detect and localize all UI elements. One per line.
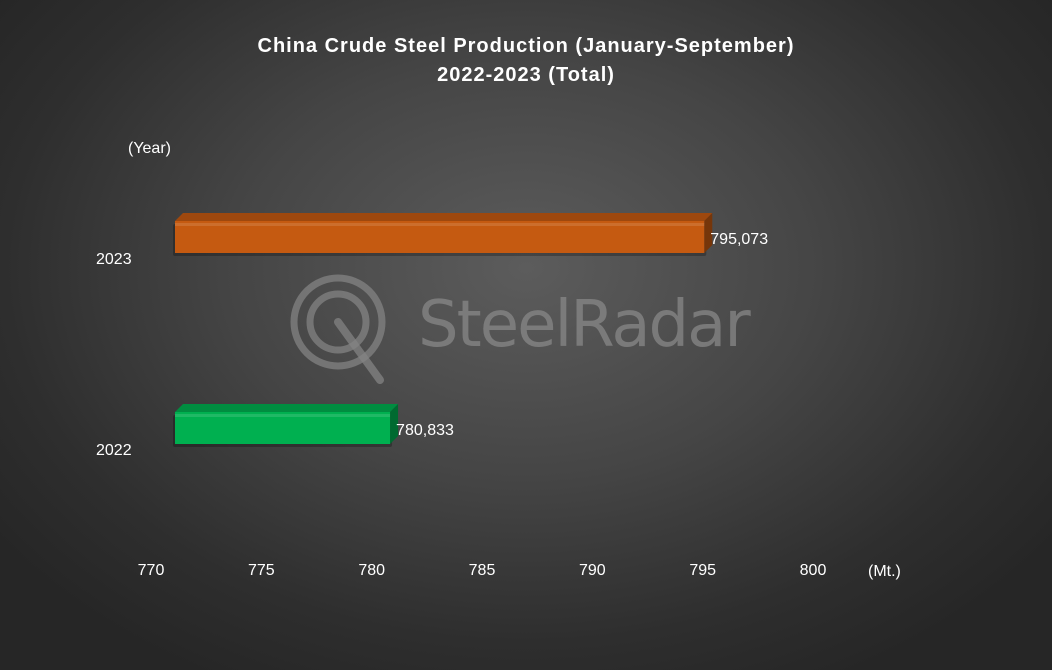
bar-top-face-2023 xyxy=(175,213,713,221)
y-axis-label: (Year) xyxy=(128,140,171,157)
chart-title-line-1: China Crude Steel Production (January-Se… xyxy=(257,35,795,57)
bar-side-face-2023 xyxy=(704,213,713,253)
x-tick-label-775: 775 xyxy=(248,562,275,579)
steelradar-logo-icon xyxy=(290,274,386,384)
chart-title-line-2: 2022-2023 (Total) xyxy=(437,64,615,86)
x-tick-label-790: 790 xyxy=(579,562,606,579)
x-tick-label-800: 800 xyxy=(800,562,827,579)
bar-side-face-2022 xyxy=(390,404,399,444)
data-label-2023: 795,073 xyxy=(710,231,768,248)
bar-2023 xyxy=(175,221,705,253)
data-label-2022: 780,833 xyxy=(396,422,454,439)
bar-highlight-2023 xyxy=(175,223,705,226)
y-tick-label-2022: 2022 xyxy=(96,442,132,459)
watermark-text: SteelRadar xyxy=(418,288,751,362)
x-axis-unit-label: (Mt.) xyxy=(868,563,901,580)
x-tick-label-795: 795 xyxy=(689,562,716,579)
bar-top-face-2022 xyxy=(175,404,399,412)
x-tick-label-785: 785 xyxy=(469,562,496,579)
x-tick-label-770: 770 xyxy=(138,562,165,579)
chart-title: China Crude Steel Production (January-Se… xyxy=(0,32,1052,90)
bar-2022 xyxy=(175,412,391,444)
x-tick-label-780: 780 xyxy=(358,562,385,579)
y-tick-label-2023: 2023 xyxy=(96,251,132,268)
bar-highlight-2022 xyxy=(175,414,391,417)
